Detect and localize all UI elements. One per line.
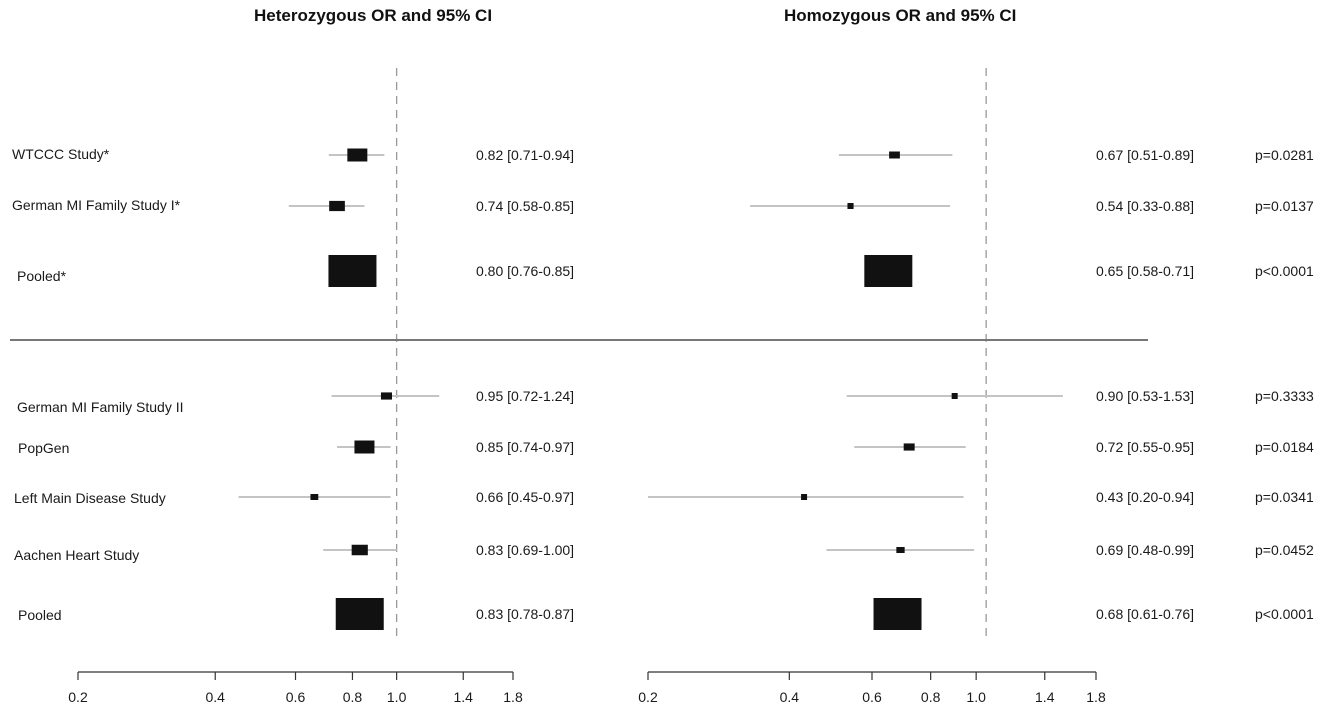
p-value: p=0.0137	[1255, 198, 1314, 214]
het-point-estimate	[354, 440, 375, 454]
study-label: German MI Family Study I*	[12, 197, 181, 213]
study-label: Pooled	[18, 607, 62, 623]
het-point-estimate	[310, 494, 319, 500]
heterozygous-panel-title: Heterozygous OR and 95% CI	[254, 6, 493, 25]
p-value: p=0.0341	[1255, 489, 1314, 505]
hom-or-ci-text: 0.65 [0.58-0.71]	[1096, 263, 1194, 279]
het-or-ci-text: 0.74 [0.58-0.85]	[476, 198, 574, 214]
het-tick-label: 1.0	[387, 689, 407, 705]
het-tick-label: 0.8	[343, 689, 363, 705]
study-label: German MI Family Study II	[17, 399, 183, 415]
hom-tick-label: 1.4	[1035, 689, 1055, 705]
study-label: Left Main Disease Study	[14, 490, 166, 506]
hom-tick-label: 0.6	[862, 689, 882, 705]
hom-point-estimate	[951, 393, 958, 399]
het-point-estimate	[380, 392, 392, 400]
het-tick-label: 1.8	[503, 689, 523, 705]
het-or-ci-text: 0.82 [0.71-0.94]	[476, 147, 574, 163]
het-point-estimate	[347, 148, 368, 162]
hom-point-estimate	[847, 203, 854, 209]
hom-tick-label: 1.0	[966, 689, 986, 705]
het-or-ci-text: 0.85 [0.74-0.97]	[476, 439, 574, 455]
hom-or-ci-text: 0.43 [0.20-0.94]	[1096, 489, 1194, 505]
hom-tick-label: 0.2	[638, 689, 658, 705]
het-tick-label: 1.4	[454, 689, 474, 705]
p-value: p=0.0452	[1255, 542, 1314, 558]
het-or-ci-text: 0.80 [0.76-0.85]	[476, 263, 574, 279]
hom-point-estimate	[903, 443, 915, 451]
het-or-ci-text: 0.95 [0.72-1.24]	[476, 388, 574, 404]
hom-point-estimate	[801, 494, 808, 500]
het-pooled-estimate	[335, 598, 384, 630]
hom-tick-label: 0.8	[921, 689, 941, 705]
het-tick-label: 0.2	[68, 689, 88, 705]
p-value: p=0.3333	[1255, 388, 1314, 404]
het-point-estimate	[351, 544, 368, 556]
p-value: p=0.0281	[1255, 147, 1314, 163]
study-label: Pooled*	[17, 268, 67, 284]
study-label: PopGen	[18, 440, 69, 456]
hom-point-estimate	[896, 547, 905, 553]
hom-or-ci-text: 0.69 [0.48-0.99]	[1096, 542, 1194, 558]
het-point-estimate	[329, 200, 345, 212]
hom-tick-label: 1.8	[1086, 689, 1106, 705]
hom-or-ci-text: 0.67 [0.51-0.89]	[1096, 147, 1194, 163]
hom-pooled-estimate	[873, 598, 922, 630]
het-tick-label: 0.6	[286, 689, 306, 705]
p-value: p<0.0001	[1255, 263, 1314, 279]
hom-pooled-estimate	[864, 255, 913, 287]
het-tick-label: 0.4	[205, 689, 225, 705]
hom-point-estimate	[889, 151, 900, 159]
het-or-ci-text: 0.66 [0.45-0.97]	[476, 489, 574, 505]
study-label: Aachen Heart Study	[14, 547, 139, 563]
hom-or-ci-text: 0.72 [0.55-0.95]	[1096, 439, 1194, 455]
p-value: p<0.0001	[1255, 606, 1314, 622]
hom-or-ci-text: 0.90 [0.53-1.53]	[1096, 388, 1194, 404]
homozygous-panel-title: Homozygous OR and 95% CI	[784, 6, 1017, 25]
hom-or-ci-text: 0.54 [0.33-0.88]	[1096, 198, 1194, 214]
hom-tick-label: 0.4	[780, 689, 800, 705]
het-or-ci-text: 0.83 [0.78-0.87]	[476, 606, 574, 622]
study-label: WTCCC Study*	[12, 146, 110, 162]
het-pooled-estimate	[328, 255, 377, 287]
het-or-ci-text: 0.83 [0.69-1.00]	[476, 542, 574, 558]
hom-or-ci-text: 0.68 [0.61-0.76]	[1096, 606, 1194, 622]
p-value: p=0.0184	[1255, 439, 1314, 455]
